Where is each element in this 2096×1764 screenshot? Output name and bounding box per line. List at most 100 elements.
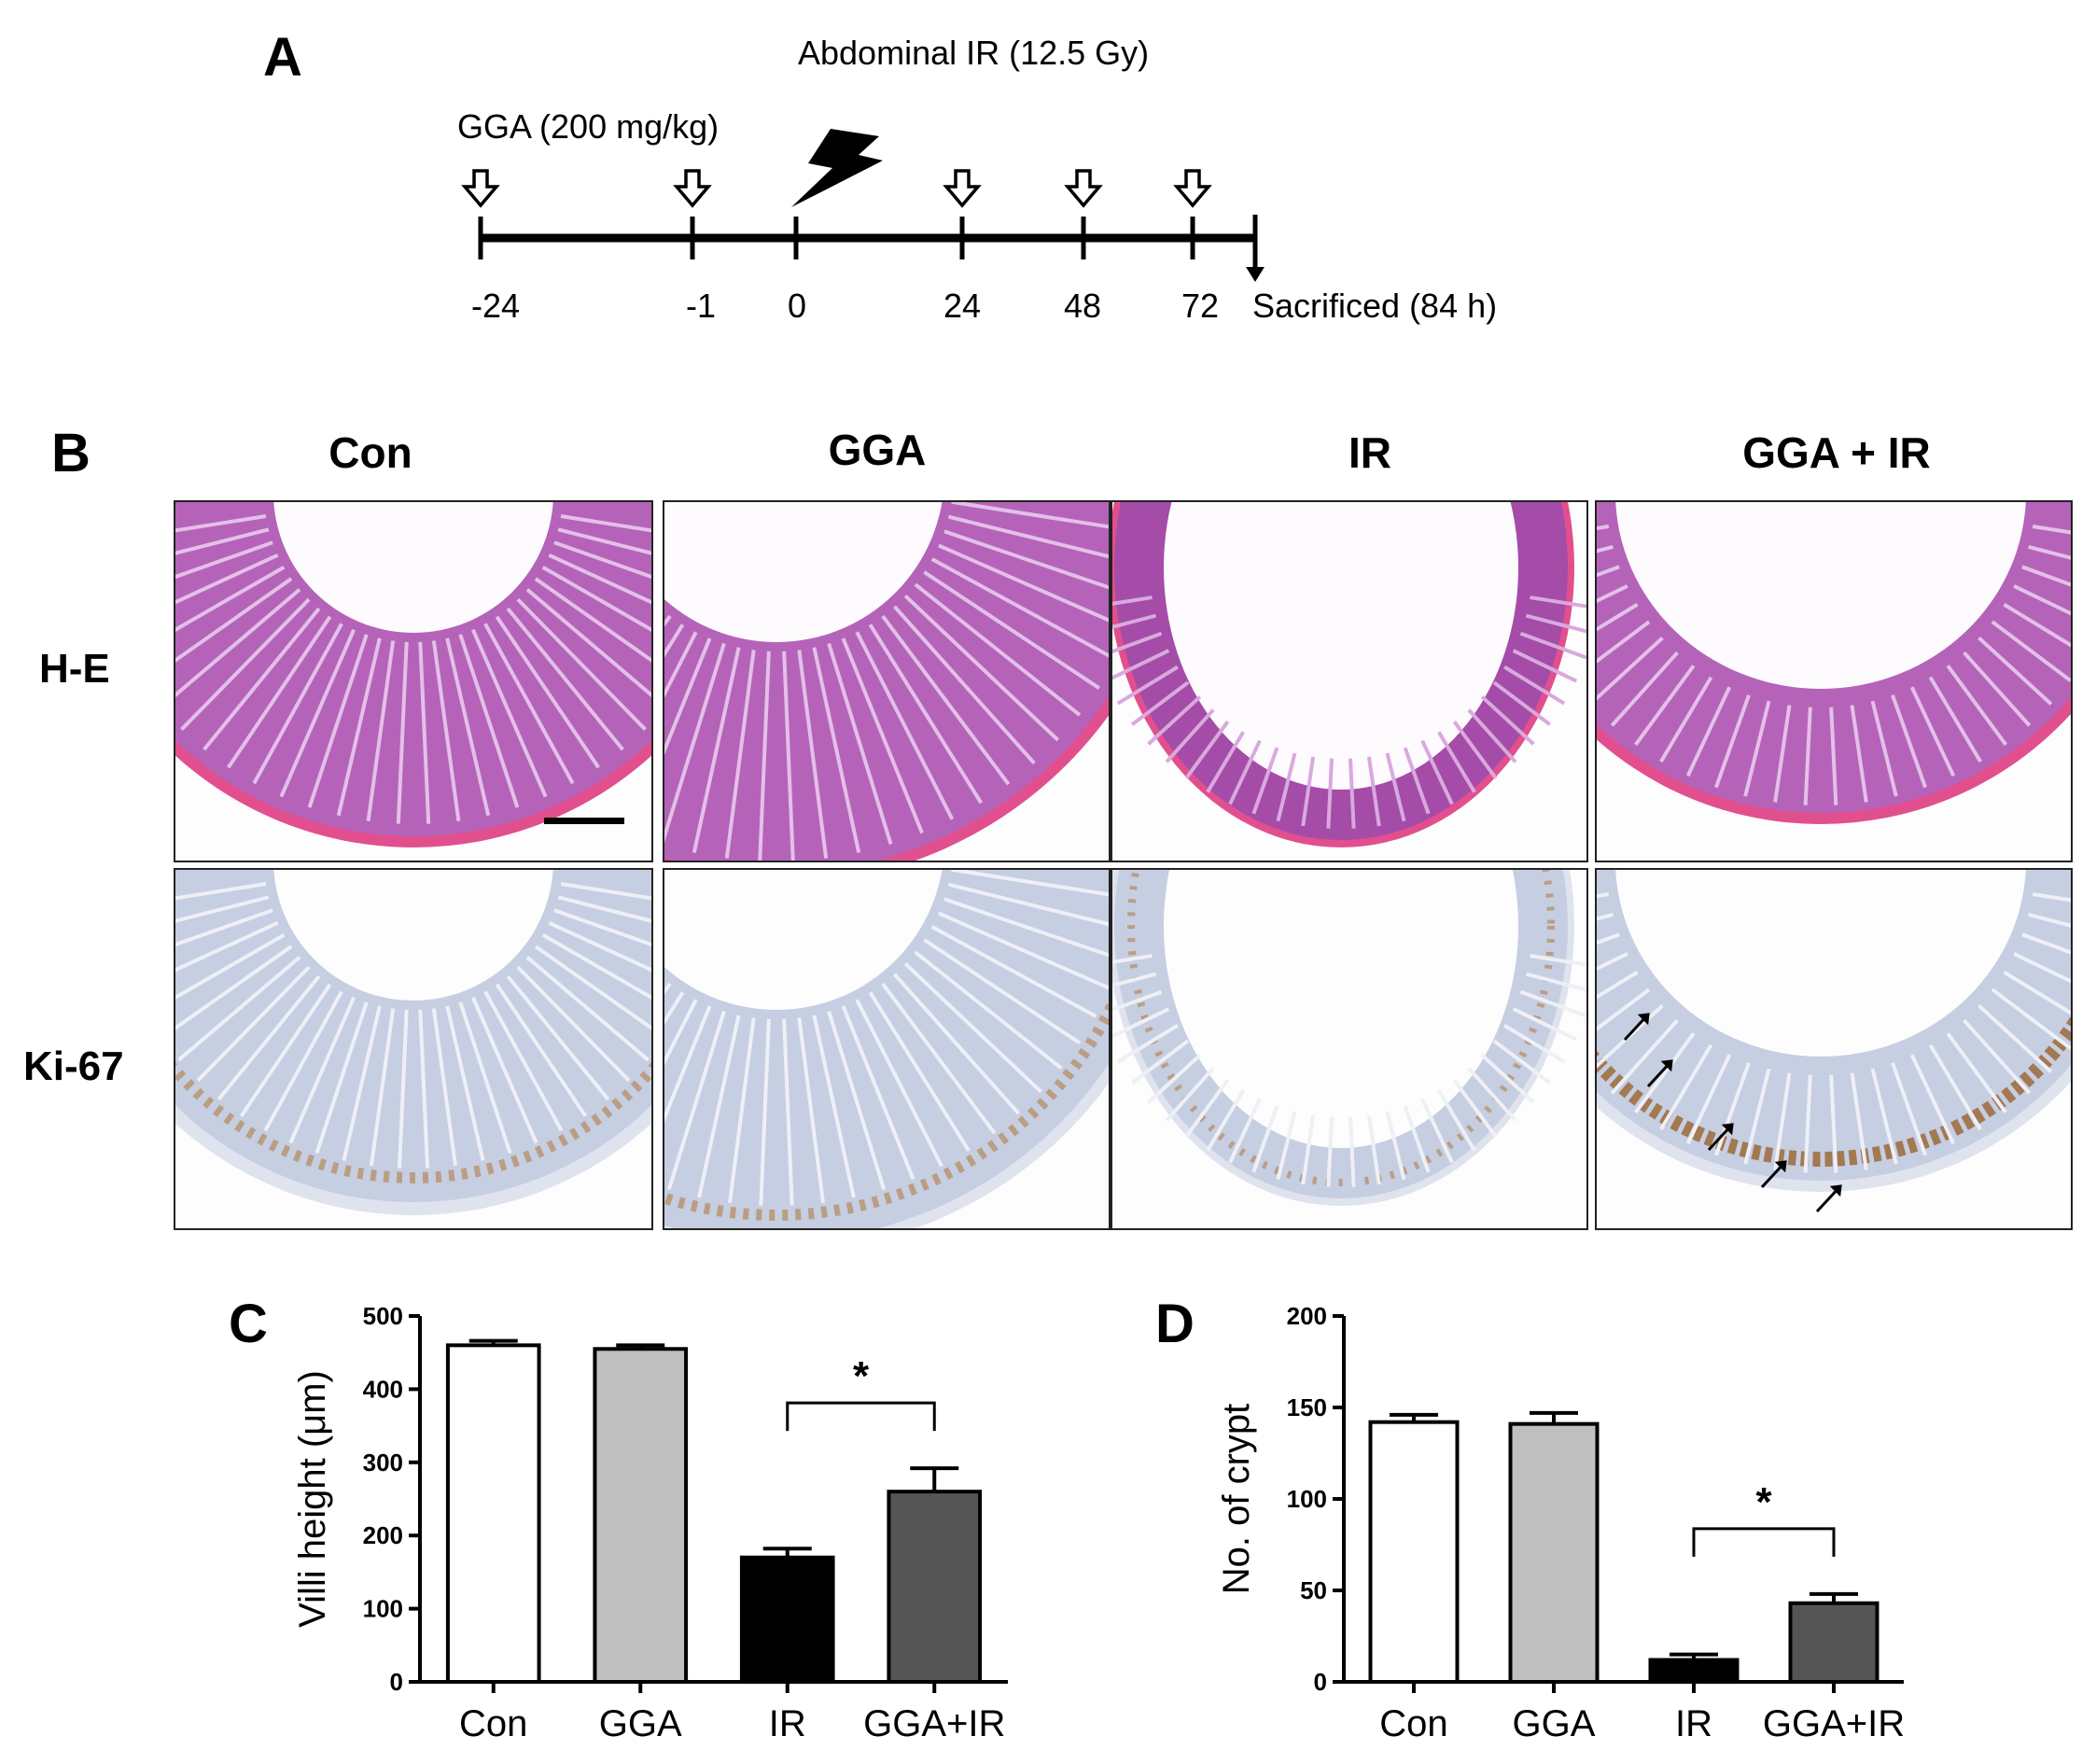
villus-texture-line [2028,544,2071,560]
villus-texture-line [1503,665,1566,706]
villus-texture-line [1385,752,1406,822]
villus-texture-line [1870,1068,1898,1165]
villus-texture-line [1891,1062,1927,1156]
villus-texture-line [2003,602,2071,648]
ki67-image-con [174,868,653,1230]
villus-texture-line [342,1005,382,1161]
villus-texture-line [938,543,1109,623]
he-image-con [174,500,653,862]
dose-arrows [461,169,1212,208]
y-tick-label: 300 [363,1449,403,1477]
villus-texture-line [1251,1105,1279,1173]
villus-texture-line [923,938,1082,1045]
villus-texture-line [1928,1043,1982,1131]
villus-texture-line [483,623,575,785]
villus-texture-line [1385,1111,1406,1181]
villus-texture-line [370,1008,396,1167]
y-tick-label: 100 [1287,1485,1327,1513]
villus-texture-line [951,870,1109,897]
villus-texture-line [180,597,311,731]
villus-texture-line [1116,665,1179,706]
villus-texture-line [692,647,741,853]
villus-texture-line [175,945,293,1030]
scale-bar [544,818,624,824]
villus-texture-line [1946,1032,2007,1114]
villus-texture-line [1112,631,1163,654]
villus-texture-line [1850,1072,1868,1170]
villus-texture-line [697,1015,741,1198]
sacrifice-label: Sacrificed (84 h) [1252,287,1498,325]
villus-texture-line [506,974,610,1101]
villus-texture-line [217,974,321,1101]
villus-texture-line [1773,1072,1792,1170]
x-tick-label: GGA [1513,1703,1596,1744]
villus-texture-line [724,650,756,859]
villus-texture-line [1909,1054,1956,1145]
bar [1368,1420,1460,1684]
villus-texture-line [943,897,1109,958]
villus-texture-line [1743,1068,1771,1165]
villus-texture-line [314,1001,369,1154]
villus-texture-line [1480,695,1535,746]
villus-texture-line [1112,954,1153,964]
x-tick-label: IR [1675,1703,1712,1744]
lightning-bolt-icon [791,129,883,207]
villus-texture-line [664,999,698,1066]
y-tick-label: 100 [363,1595,403,1623]
villus-texture-line [1112,613,1157,629]
villus-texture-line [1991,987,2071,1050]
villus-texture-line [525,588,651,698]
villus-texture-line [1946,665,2007,747]
villus-texture-line [1492,1039,1552,1085]
villus-texture-line [1634,1032,1696,1114]
villus-texture-line [548,920,651,973]
villus-texture-line [868,623,984,805]
villus-texture-line [557,895,651,923]
y-tick-label: 0 [390,1668,403,1696]
villus-texture-line [1530,595,1586,609]
villus-texture-line [1228,1098,1262,1164]
he-image-gga [663,500,1111,862]
bar [1788,1601,1879,1684]
he-image-ir [1111,500,1588,862]
villus-texture-line [1977,636,2053,706]
ki67-image-gga [663,868,1111,1230]
timeline-tick-label: 0 [788,287,807,325]
arrow-icon [1623,1013,1650,1042]
row-header-he: H-E [39,646,110,692]
villus-texture-line [1743,700,1771,797]
villus-texture-line [175,908,273,947]
villus-texture-line [1891,694,1927,789]
villus-texture-line [1420,1098,1454,1164]
villus-texture-line [1928,676,1982,763]
villus-texture-line [1909,686,1956,777]
villus-texture-line [1714,1062,1751,1156]
villus-texture-line [1597,952,1628,972]
ki67-image-ir [1111,868,1588,1230]
villus-texture-line [1685,686,1732,777]
villus-texture-line [1512,649,1578,683]
villus-texture-line [1403,747,1431,815]
villus-texture-line [1829,707,1838,805]
ir-dose-label: Abdominal IR (12.5 Gy) [798,34,1150,72]
villus-texture-line [1147,1054,1202,1104]
villus-texture-line [758,651,771,861]
panel-label-b: B [51,423,91,483]
villus-texture-line [1480,1054,1535,1104]
villus-texture-line [1228,739,1262,805]
villus-texture-line [947,882,1109,927]
villus-texture-line [1437,1089,1476,1152]
villus-texture-line [175,527,270,555]
dose-arrow-icon [943,169,982,208]
villus-texture-line [1977,1003,2053,1073]
villus-texture-line [1420,739,1454,805]
villus-texture-line [1610,651,1679,727]
villus-texture-line [175,553,279,605]
villus-texture-line [471,628,548,798]
villus-texture-line [366,640,396,821]
villus-texture-line [812,647,861,853]
villus-texture-line [841,1005,915,1181]
villus-texture-line [1165,1067,1215,1122]
villus-texture-line [1251,747,1279,815]
dose-arrow-icon [673,169,712,208]
